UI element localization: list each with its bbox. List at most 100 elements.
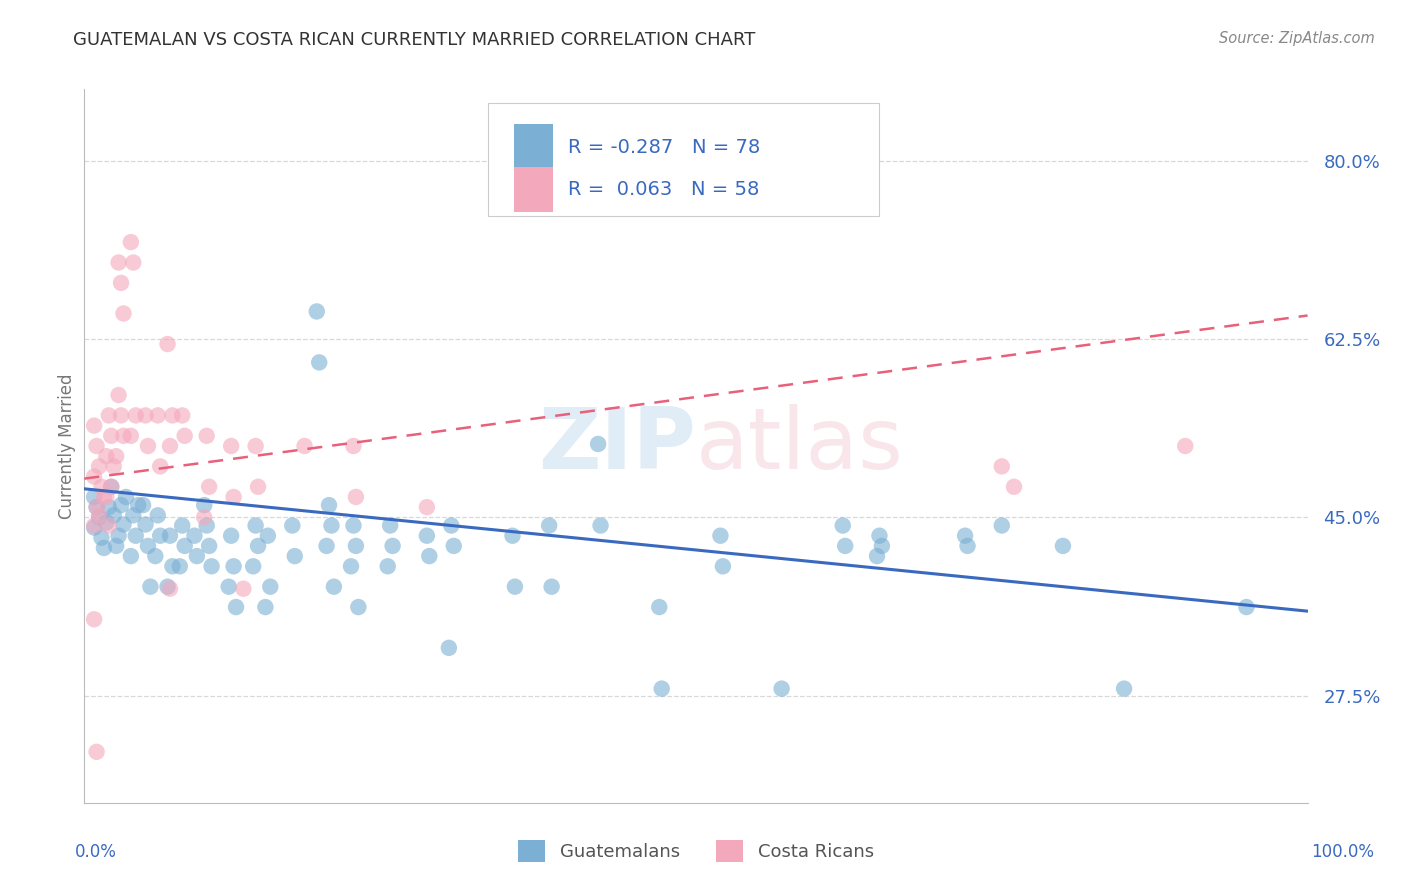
Point [87, 510, 110, 524]
Point [294, 439, 316, 453]
Point [709, 529, 731, 543]
Point [135, 517, 157, 532]
Point [103, 508, 125, 523]
Point [93, 541, 115, 555]
Text: R = -0.287   N = 78: R = -0.287 N = 78 [568, 137, 759, 157]
Text: 100.0%: 100.0% [1312, 843, 1374, 861]
FancyBboxPatch shape [513, 167, 553, 212]
Point [149, 459, 172, 474]
Text: 0.0%: 0.0% [75, 843, 117, 861]
FancyBboxPatch shape [488, 103, 880, 216]
Point [247, 480, 270, 494]
Point [120, 549, 142, 563]
Point [315, 539, 337, 553]
Point [96, 490, 118, 504]
Point [172, 518, 194, 533]
Point [538, 518, 561, 533]
Point [222, 490, 245, 504]
Point [198, 480, 221, 494]
Point [991, 459, 1014, 474]
Point [340, 559, 363, 574]
Point [107, 388, 129, 402]
Y-axis label: Currently Married: Currently Married [58, 373, 76, 519]
Point [866, 549, 889, 563]
Point [103, 459, 125, 474]
Point [193, 498, 215, 512]
Point [308, 355, 330, 369]
Point [222, 559, 245, 574]
Text: GUATEMALAN VS COSTA RICAN CURRENTLY MARRIED CORRELATION CHART: GUATEMALAN VS COSTA RICAN CURRENTLY MARR… [73, 31, 755, 49]
Point [440, 518, 463, 533]
Point [139, 580, 162, 594]
Point [305, 304, 328, 318]
Point [87, 459, 110, 474]
Text: R =  0.063   N = 58: R = 0.063 N = 58 [568, 180, 759, 199]
Point [97, 409, 120, 423]
Point [97, 500, 120, 515]
Point [86, 439, 108, 453]
Point [586, 437, 609, 451]
Point [381, 539, 404, 553]
Point [186, 549, 208, 563]
Point [991, 518, 1014, 533]
Point [112, 306, 135, 320]
Point [219, 529, 242, 543]
Point [86, 500, 108, 515]
Point [122, 255, 145, 269]
Point [143, 549, 166, 563]
Point [105, 539, 128, 553]
Point [146, 508, 169, 523]
Point [122, 508, 145, 523]
Point [112, 429, 135, 443]
FancyBboxPatch shape [513, 124, 553, 170]
Point [1002, 480, 1025, 494]
Point [347, 600, 370, 615]
Point [257, 529, 280, 543]
Point [869, 529, 891, 543]
Point [198, 539, 221, 553]
Point [87, 508, 110, 523]
Point [159, 529, 181, 543]
Point [107, 529, 129, 543]
Point [96, 449, 118, 463]
Point [589, 518, 612, 533]
Point [146, 409, 169, 423]
Point [105, 449, 128, 463]
Point [953, 529, 976, 543]
Point [83, 612, 105, 626]
Point [437, 640, 460, 655]
Point [90, 480, 112, 494]
Point [242, 559, 264, 574]
Point [377, 559, 399, 574]
Point [321, 518, 343, 533]
Text: Source: ZipAtlas.com: Source: ZipAtlas.com [1219, 31, 1375, 46]
Point [93, 490, 115, 504]
Point [107, 255, 129, 269]
Point [132, 498, 155, 512]
Point [200, 559, 222, 574]
Point [247, 539, 270, 553]
Point [232, 582, 254, 596]
Point [219, 439, 242, 453]
Point [156, 337, 179, 351]
Point [225, 600, 247, 615]
Point [159, 439, 181, 453]
Point [156, 580, 179, 594]
Legend: Guatemalans, Costa Ricans: Guatemalans, Costa Ricans [519, 839, 873, 862]
Point [169, 559, 191, 574]
Point [83, 490, 105, 504]
Point [195, 429, 218, 443]
Point [322, 580, 344, 594]
Point [83, 518, 105, 533]
Point [281, 518, 304, 533]
Point [711, 559, 734, 574]
Point [259, 580, 281, 594]
Point [380, 518, 402, 533]
Point [254, 600, 277, 615]
Point [342, 518, 364, 533]
Point [870, 539, 893, 553]
Point [135, 409, 157, 423]
Point [125, 529, 148, 543]
Point [502, 529, 524, 543]
Point [443, 539, 465, 553]
